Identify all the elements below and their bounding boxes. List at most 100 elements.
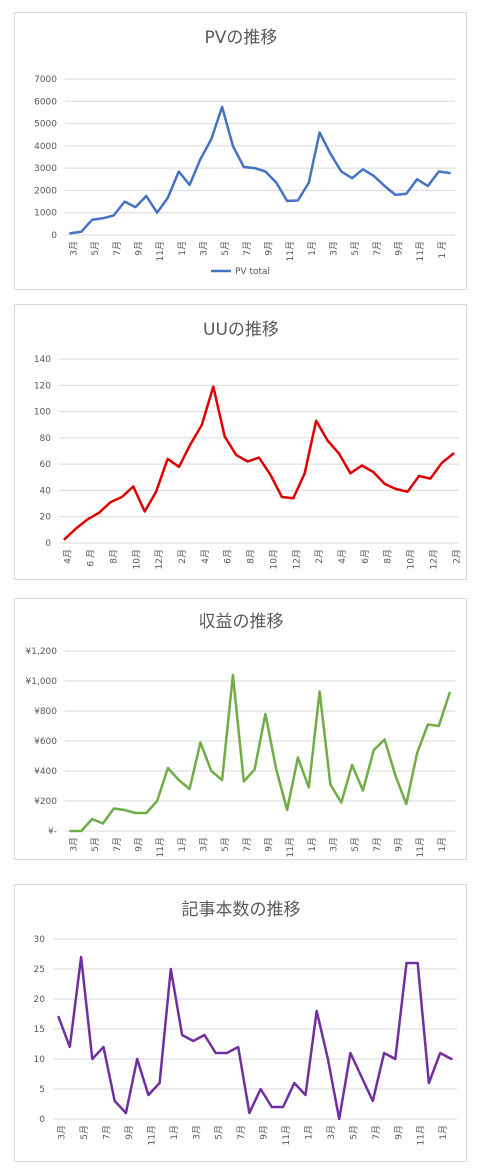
articles-chart-panel: 記事本数の推移 0 5 10 15 20 25 30 3月 5月 7月 9月 11月 1月 3月 5月 7月… — [14, 884, 467, 1162]
x-tick-label: 6月 — [223, 549, 234, 564]
x-tick-label: 3月 — [198, 241, 209, 256]
y-tick-label: ¥800 — [34, 707, 57, 717]
y-tick-label: 30 — [34, 935, 46, 945]
y-tick-label: 2000 — [34, 186, 57, 196]
x-tick-label: 1月 — [438, 1125, 449, 1140]
y-tick-label: 0 — [39, 1115, 45, 1125]
y-tick-label: 80 — [40, 434, 52, 444]
y-tick-label: 4000 — [34, 142, 57, 152]
x-tick-label: 2月 — [451, 549, 462, 564]
x-tick-label: 11月 — [155, 241, 166, 261]
y-tick-labels: 0 20 40 60 80 100 120 140 — [34, 355, 51, 549]
y-tick-label: 5 — [39, 1085, 45, 1095]
x-tick-label: 4月 — [337, 549, 348, 564]
x-tick-label: 5月 — [350, 837, 361, 852]
y-tick-label: 20 — [40, 513, 52, 523]
x-tick-labels: 4月 6 月 8月 10月 12月 2月 4月 6月 8月 10月 12月 2月 4月 6月 8月 10月 12… — [63, 549, 463, 569]
x-tick-label: 3月 — [68, 837, 79, 852]
x-tick-label: 3月 — [326, 1125, 337, 1140]
y-tick-label: 7000 — [34, 75, 57, 85]
x-tick-label: 7月 — [242, 837, 253, 852]
x-tick-label: 5月 — [348, 1125, 359, 1140]
x-tick-label: 7月 — [371, 1125, 382, 1140]
y-tick-label: 140 — [34, 355, 51, 365]
y-tick-labels: 0 5 10 15 20 25 30 — [34, 935, 46, 1125]
x-tick-label: 1月 — [169, 1125, 180, 1140]
grid-lines — [65, 78, 455, 236]
y-tick-label: ¥200 — [34, 797, 57, 807]
series-layer — [69, 105, 451, 235]
x-tick-label: 9月 — [259, 1125, 270, 1140]
y-tick-label: 0 — [45, 539, 51, 549]
y-tick-label: ¥1,000 — [26, 677, 58, 687]
x-tick-label: 9月 — [133, 241, 144, 256]
x-tick-label: 7月 — [236, 1125, 247, 1140]
chart-title: PVの推移 — [205, 28, 278, 48]
grid-lines — [59, 358, 459, 544]
x-tick-label: 9月 — [133, 837, 144, 852]
series-layer — [63, 385, 455, 541]
x-tick-label: 1月 — [177, 241, 188, 256]
x-tick-label: 11月 — [155, 837, 166, 857]
x-tick-label: 3月 — [328, 241, 339, 256]
chart-title: UUの推移 — [203, 320, 279, 340]
x-tick-label: 3月 — [57, 1125, 68, 1140]
x-tick-label: 4月 — [200, 549, 211, 564]
series-layer — [57, 955, 453, 1121]
x-tick-label: 11月 — [285, 837, 296, 857]
x-tick-label: 10月 — [406, 549, 417, 569]
series-layer — [69, 673, 451, 833]
x-tick-label: 1月 — [304, 1125, 315, 1140]
x-tick-label: 10月 — [268, 549, 279, 569]
x-tick-label: 6 月 — [86, 549, 97, 567]
x-tick-label: 1 月 — [437, 241, 448, 259]
x-tick-label: 7月 — [102, 1125, 113, 1140]
x-tick-label: 9月 — [263, 241, 274, 256]
x-tick-label: 3月 — [191, 1125, 202, 1140]
y-tick-label: ¥600 — [34, 737, 57, 747]
y-tick-label: 0 — [51, 231, 57, 241]
y-tick-label: 20 — [34, 995, 46, 1005]
x-tick-label: 11月 — [285, 241, 296, 261]
y-tick-label: 25 — [34, 965, 45, 975]
x-tick-labels: 3月 5月 7月 9月 11月 1月 3月 5月 7月 9月 11月 1月 3月 5月 7月 9月 11月 1 月 — [68, 241, 447, 261]
x-tick-label: 5月 — [350, 241, 361, 256]
x-tick-label: 1月 — [437, 837, 448, 852]
x-tick-label: 1月 — [177, 837, 188, 852]
x-tick-labels: 3月 5月 7月 9月 11月 1月 3月 5月 7月 9月 11月 1月 3月 5月 7月 9月 11月 1月 — [68, 837, 447, 857]
x-tick-label: 7月 — [372, 837, 383, 852]
series-line — [69, 105, 451, 235]
x-tick-label: 6月 — [360, 549, 371, 564]
x-tick-label: 3月 — [198, 837, 209, 852]
x-tick-labels: 3月 5月 7月 9月 11月 1月 3月 5月 7月 9月 11月 1月 3月 5月 7月 9月 11月 1月 — [57, 1125, 450, 1145]
x-tick-label: 7月 — [242, 241, 253, 256]
x-tick-label: 11月 — [281, 1125, 292, 1145]
x-tick-label: 8月 — [108, 549, 119, 564]
x-tick-label: 1月 — [307, 241, 318, 256]
x-tick-label: 11月 — [415, 837, 426, 857]
y-tick-label: 1000 — [34, 209, 57, 219]
y-tick-label: 120 — [34, 381, 51, 391]
y-tick-label: 10 — [34, 1055, 46, 1065]
y-tick-label: 60 — [40, 460, 52, 470]
y-tick-label: ¥1,200 — [26, 647, 58, 657]
y-tick-label: 3000 — [34, 164, 57, 174]
x-tick-label: 9月 — [393, 837, 404, 852]
grid-lines — [65, 650, 455, 832]
x-tick-label: 5月 — [79, 1125, 90, 1140]
y-tick-labels: ¥- ¥200 ¥400 ¥600 ¥800 ¥1,000 ¥1,200 — [26, 647, 58, 837]
uu-chart-panel: UUの推移 0 20 40 60 80 100 120 140 4月 6 月 8月 10月 12月 2月… — [14, 304, 467, 580]
x-tick-label: 7月 — [372, 241, 383, 256]
articles-chart: 記事本数の推移 0 5 10 15 20 25 30 3月 5月 7月 9月 11月 1月 3月 5月 7月… — [34, 900, 457, 1145]
x-tick-label: 5月 — [90, 241, 101, 256]
x-tick-label: 10月 — [131, 549, 142, 569]
series-line — [57, 955, 453, 1121]
x-tick-label: 11月 — [416, 1125, 427, 1145]
x-tick-label: 1月 — [307, 837, 318, 852]
x-tick-label: 9月 — [124, 1125, 135, 1140]
x-tick-label: 11月 — [415, 241, 426, 261]
legend: PV total — [211, 267, 270, 277]
x-tick-label: 3月 — [68, 241, 79, 256]
x-tick-label: 2月 — [177, 549, 188, 564]
y-tick-label: 5000 — [34, 120, 57, 130]
